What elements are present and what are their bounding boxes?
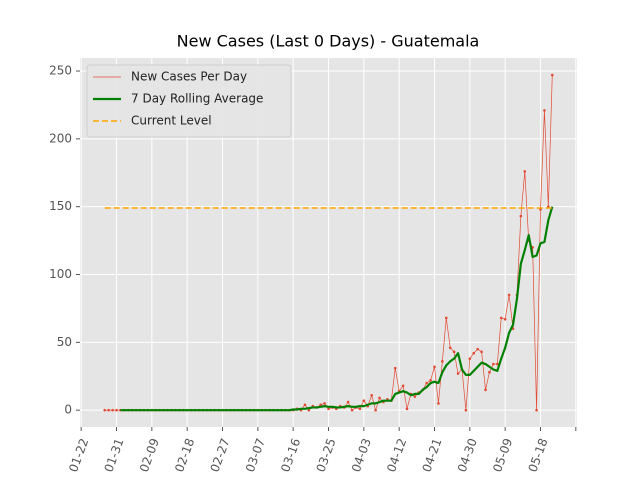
data-point xyxy=(492,362,495,366)
data-point xyxy=(468,357,472,360)
x-tick-label: 01-31 xyxy=(102,436,127,474)
x-tick-label: 04-03 xyxy=(349,436,374,474)
data-point xyxy=(499,316,503,320)
x-tick-label: 02-09 xyxy=(137,436,162,474)
y-tick-label: 50 xyxy=(57,335,72,349)
y-tick-label: 100 xyxy=(49,267,72,281)
legend-label: 7 Day Rolling Average xyxy=(131,92,263,106)
data-point xyxy=(303,403,307,407)
x-tick-label: 05-18 xyxy=(526,436,551,474)
x-tick-label: 04-30 xyxy=(455,436,480,474)
x-tick-label: 03-25 xyxy=(314,436,339,474)
data-point xyxy=(441,360,444,363)
data-point xyxy=(543,109,546,112)
data-point xyxy=(519,214,523,218)
data-point xyxy=(523,170,527,173)
chart-title: New Cases (Last 0 Days) - Guatemala xyxy=(177,32,480,51)
y-tick-label: 250 xyxy=(49,64,72,78)
data-point xyxy=(346,400,350,404)
data-point xyxy=(362,399,366,402)
data-point xyxy=(456,372,460,375)
data-point xyxy=(378,396,381,400)
data-point xyxy=(413,395,417,398)
data-point xyxy=(488,370,491,374)
x-tick-label: 05-09 xyxy=(490,436,515,474)
data-point xyxy=(448,346,452,350)
data-point xyxy=(484,388,487,392)
data-point xyxy=(115,408,118,412)
data-point xyxy=(535,408,538,412)
x-tick-label: 04-21 xyxy=(420,436,445,474)
data-point xyxy=(444,316,448,320)
data-point xyxy=(107,408,110,412)
data-point xyxy=(374,408,377,412)
data-point xyxy=(437,402,440,405)
data-point xyxy=(496,362,499,366)
x-tick-label: 01-22 xyxy=(66,436,91,474)
data-point xyxy=(433,365,436,369)
data-point xyxy=(425,381,428,385)
data-point xyxy=(405,407,409,411)
data-point xyxy=(550,73,554,77)
y-tick-label: 0 xyxy=(64,403,72,417)
legend-label: Current Level xyxy=(131,114,212,128)
data-point xyxy=(307,408,311,412)
data-point xyxy=(401,384,405,388)
data-point xyxy=(327,407,330,411)
data-point xyxy=(476,347,479,351)
data-point xyxy=(350,408,354,412)
y-tick-label: 150 xyxy=(49,199,72,213)
data-point xyxy=(507,293,511,297)
x-tick-label: 02-18 xyxy=(172,436,197,474)
x-tick-label: 03-16 xyxy=(278,436,303,474)
data-point xyxy=(319,403,322,407)
data-point xyxy=(503,317,507,321)
data-point xyxy=(452,350,456,354)
data-point xyxy=(358,407,362,411)
data-point xyxy=(111,408,114,412)
x-tick-label: 02-27 xyxy=(208,436,233,474)
data-point xyxy=(323,402,326,405)
x-tick-label: 03-07 xyxy=(243,436,268,474)
y-tick-label: 200 xyxy=(49,131,72,145)
data-point xyxy=(103,408,107,412)
data-point xyxy=(429,379,432,382)
legend-box xyxy=(86,64,292,138)
data-point xyxy=(393,366,397,370)
data-point xyxy=(370,393,373,397)
data-point xyxy=(464,408,468,412)
data-point xyxy=(480,350,483,354)
x-tick-label: 04-12 xyxy=(384,436,409,474)
data-point xyxy=(472,351,476,355)
legend: New Cases Per Day 7 Day Rolling Average Cu… xyxy=(86,64,292,138)
legend-label: New Cases Per Day xyxy=(131,70,247,84)
series-line xyxy=(120,206,554,412)
